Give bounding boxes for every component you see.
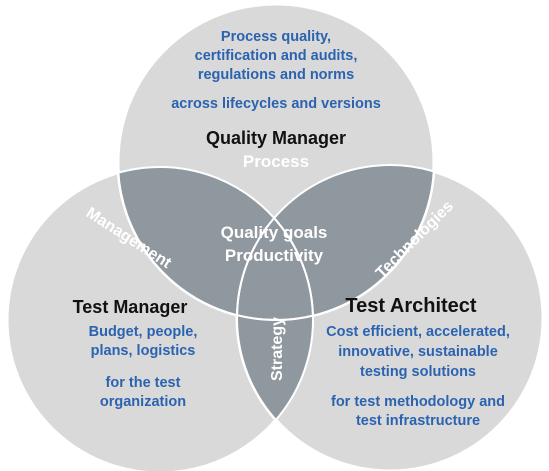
right-extra-line-1: for test methodology and [331,394,505,410]
right-desc-line-2: innovative, sustainable [338,344,498,360]
top-desc-line-3: regulations and norms [198,67,354,83]
overlap-top-left [118,167,313,320]
top-desc-extra: across lifecycles and versions [171,96,381,112]
test-manager-title: Test Manager [73,297,188,317]
right-desc-line-3: testing solutions [360,364,476,380]
test-architect-title: Test Architect [345,295,476,317]
left-extra-line-2: organization [100,394,186,410]
strategy-label: Strategy [269,317,286,381]
left-desc-line-1: Budget, people, [89,324,198,340]
center-productivity: Productivity [225,246,324,265]
left-extra-line-1: for the test [106,375,181,391]
right-desc-line-1: Cost efficient, accelerated, [326,324,510,340]
right-extra-line-2: test infrastructure [356,413,480,429]
top-desc-line-1: Process quality, [221,29,331,45]
process-label: Process [243,152,309,171]
center-quality-goals: Quality goals [221,223,328,242]
quality-manager-title: Quality Manager [206,128,346,148]
left-desc-line-2: plans, logistics [91,343,196,359]
top-desc-line-2: certification and audits, [195,48,358,64]
